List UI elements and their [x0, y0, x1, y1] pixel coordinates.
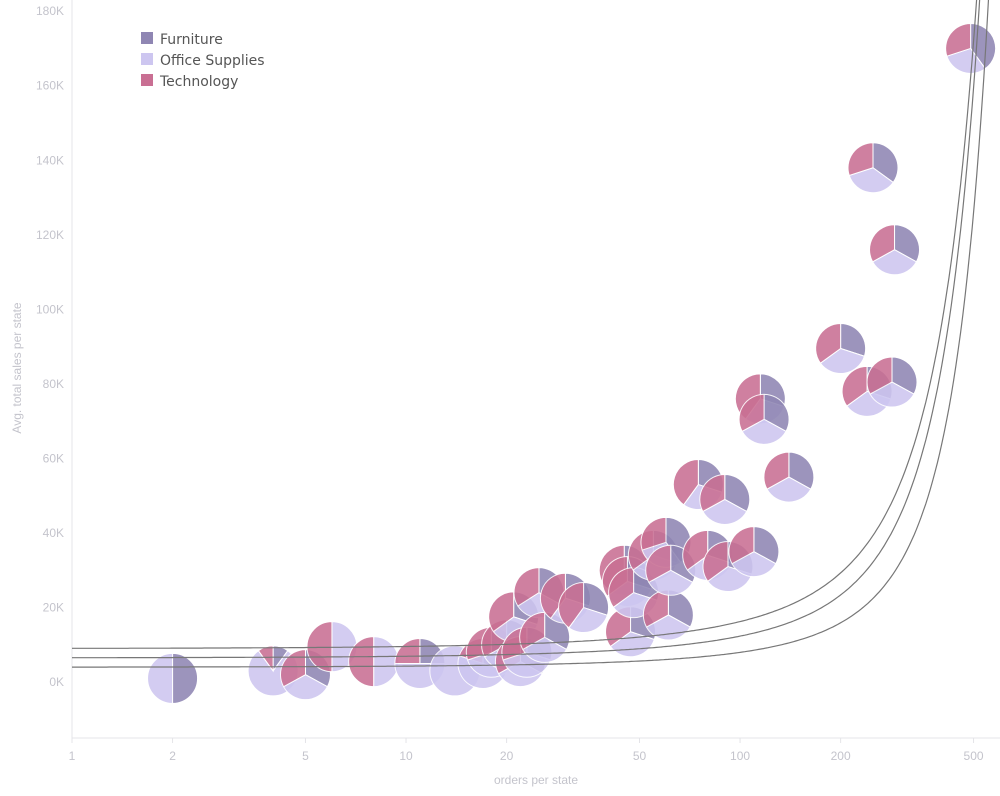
- x-axis-title: orders per state: [494, 773, 578, 787]
- x-tick-label: 1: [69, 749, 76, 763]
- legend-label: Furniture: [160, 32, 223, 48]
- pie-slice: [583, 582, 610, 616]
- pie-slice: [279, 649, 306, 688]
- pie-slice: [172, 652, 198, 704]
- y-tick-label: 100K: [36, 302, 64, 316]
- pie-slice: [738, 393, 765, 433]
- data-point[interactable]: [738, 393, 790, 445]
- data-point[interactable]: [866, 356, 918, 408]
- y-tick-label: 120K: [36, 228, 64, 242]
- pie-slice: [672, 459, 699, 506]
- pie-slice: [848, 167, 894, 194]
- data-point[interactable]: [869, 224, 921, 276]
- pie-slice: [306, 621, 333, 673]
- pie-slice: [788, 451, 815, 490]
- axes: [71, 0, 1000, 739]
- data-point[interactable]: [847, 142, 899, 194]
- y-tick-label: 160K: [36, 79, 64, 93]
- pie-slice: [866, 356, 893, 395]
- data-points: [147, 22, 997, 704]
- x-tick-label: 200: [831, 749, 851, 763]
- pie-slice: [891, 356, 918, 395]
- data-point[interactable]: [728, 526, 780, 578]
- pie-slice: [699, 473, 726, 513]
- legend-entry[interactable]: Furniture: [141, 32, 223, 48]
- pie-slice: [257, 645, 274, 673]
- data-point[interactable]: [279, 649, 331, 701]
- pie-slice: [147, 652, 174, 704]
- x-tick-label: 500: [964, 749, 984, 763]
- pie-slice: [348, 636, 375, 688]
- pie-slice: [840, 322, 867, 357]
- pie-slice: [539, 572, 566, 620]
- data-point[interactable]: [558, 582, 610, 634]
- pie-slice: [847, 142, 874, 177]
- data-point[interactable]: [815, 322, 867, 374]
- y-tick-label: 40K: [43, 526, 64, 540]
- pie-slice: [682, 529, 709, 571]
- pie-slice: [872, 142, 899, 184]
- trend-line: [72, 0, 981, 659]
- pie-slice: [819, 347, 866, 374]
- trend-lines: [72, 0, 990, 668]
- pie-slice: [894, 224, 921, 263]
- y-tick-label: 60K: [43, 451, 64, 465]
- pie-slice: [640, 516, 667, 551]
- x-tick-label: 5: [302, 749, 309, 763]
- pie-slice: [488, 591, 515, 633]
- pie-slice: [519, 611, 546, 651]
- trend-line: [72, 0, 978, 649]
- data-point[interactable]: [699, 473, 751, 525]
- pie-slice: [724, 473, 751, 513]
- legend-swatch: [141, 74, 153, 86]
- data-point[interactable]: [763, 451, 815, 503]
- y-tick-label: 0K: [49, 675, 64, 689]
- data-point[interactable]: [945, 22, 997, 74]
- data-point[interactable]: [642, 589, 694, 641]
- y-tick-label: 140K: [36, 153, 64, 167]
- y-axis-title: Avg. total sales per state: [10, 302, 24, 434]
- y-tick-labels: 0K 20K 40K 60K 80K 100K 120K 140K 160K 180K: [36, 4, 64, 689]
- pie-slice: [394, 637, 421, 664]
- x-tick-label: 100: [730, 749, 750, 763]
- pie-slice: [645, 544, 672, 583]
- x-tick-label: 10: [399, 749, 413, 763]
- pie-slice: [945, 22, 972, 57]
- y-tick-label: 180K: [36, 4, 64, 18]
- pie-slice: [513, 567, 540, 607]
- pie-slice: [568, 606, 608, 634]
- data-point[interactable]: [348, 636, 400, 688]
- pie-slice: [869, 224, 896, 263]
- y-tick-label: 20K: [43, 601, 64, 615]
- legend-label: Office Supplies: [160, 53, 265, 69]
- x-tick-label: 20: [500, 749, 514, 763]
- legend-entry[interactable]: Office Supplies: [141, 53, 265, 69]
- x-tick-labels: 1 2 5 10 20 50 100 200 500: [69, 738, 984, 763]
- pie-slice: [815, 322, 842, 364]
- pie-slice: [753, 526, 780, 565]
- pie-slice: [728, 526, 755, 565]
- pie-slice: [946, 47, 987, 74]
- pie-slice: [608, 567, 635, 609]
- x-tick-label: 2: [169, 749, 176, 763]
- legend-swatch: [141, 32, 153, 44]
- legend-swatch: [141, 53, 153, 65]
- pie-slice: [558, 582, 585, 629]
- pie-slice: [763, 451, 790, 490]
- pie-slice: [841, 365, 868, 407]
- legend: Furniture Office Supplies Technology: [141, 32, 265, 90]
- y-tick-label: 80K: [43, 377, 64, 391]
- legend-entry[interactable]: Technology: [141, 74, 238, 90]
- data-point[interactable]: [147, 652, 198, 704]
- pie-slice: [702, 541, 729, 582]
- trend-line: [72, 0, 990, 668]
- x-tick-label: 50: [633, 749, 647, 763]
- legend-label: Technology: [159, 74, 238, 90]
- pie-slice: [763, 393, 790, 433]
